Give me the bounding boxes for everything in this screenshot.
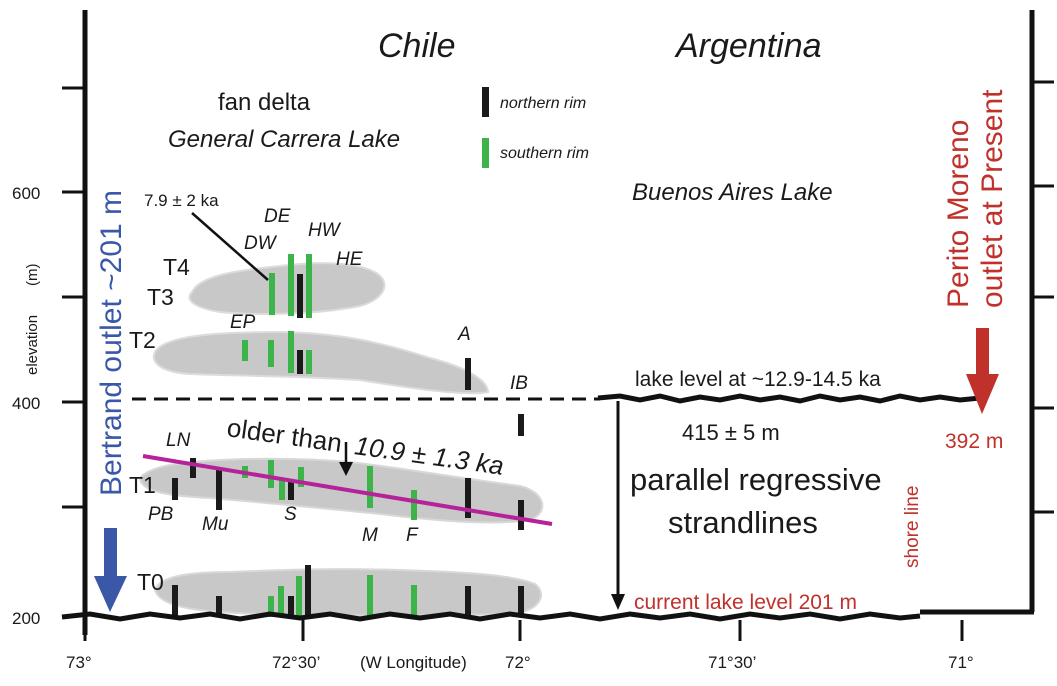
site-label-m: M: [362, 525, 378, 546]
x-tick-7230: 72°30’: [272, 653, 320, 672]
strandlines-line1: parallel regressive: [630, 462, 882, 497]
perito-moreno-line1: Perito Moreno: [942, 120, 975, 308]
bertrand-arrow-shaft: [104, 528, 117, 580]
region-argentina: Argentina: [674, 27, 822, 65]
rim-marker-ib: [518, 414, 524, 436]
rim-markers-t2: [242, 331, 471, 390]
site-label-hw: HW: [308, 220, 342, 241]
perito-arrow-shaft: [976, 328, 989, 378]
terrace-label-t0: T0: [137, 569, 164, 595]
rim-markers-t0: [172, 565, 524, 617]
elev-415-label: 415 ± 5 m: [682, 420, 780, 445]
terrace-t0-blob: [153, 568, 542, 617]
x-tick-73: 73°: [66, 653, 92, 672]
terrace-label-t1: T1: [129, 472, 156, 498]
site-label-de: DE: [264, 206, 291, 227]
bertrand-arrow-head: [94, 576, 127, 612]
drop-bracket-arrowhead: [611, 594, 625, 610]
region-chile: Chile: [378, 27, 455, 65]
current-lake-level-rough: [61, 611, 921, 622]
terrace-t3-t4-blob: [188, 262, 386, 315]
old-lake-level-rough: [597, 393, 981, 404]
legend-southern-swatch: [482, 138, 489, 168]
legend-northern-label: northern rim: [500, 95, 586, 112]
site-label-mu: Mu: [202, 514, 229, 535]
left-y-ticks: [62, 86, 85, 509]
shore-line-label: shore line: [902, 486, 923, 568]
site-label-a: A: [457, 324, 471, 345]
lake-label-buenos-aires: Buenos Aires Lake: [632, 179, 833, 206]
site-label-dw: DW: [244, 233, 278, 254]
x-ticks: [83, 620, 964, 641]
site-label-ep: EP: [230, 312, 256, 333]
bertrand-outlet-label: Bertrand outlet ~201 m: [95, 190, 128, 496]
x-tick-72: 72°: [505, 653, 531, 672]
y-tick-400: 400: [12, 394, 40, 413]
elev-392-label: 392 m: [945, 430, 1003, 453]
perito-arrow-head: [966, 374, 999, 414]
legend-southern-label: southern rim: [500, 145, 589, 162]
terrace-label-t3: T3: [147, 284, 174, 310]
right-y-ticks: [1032, 80, 1054, 514]
y-axis-label: elevation: [24, 315, 41, 375]
strandlines-line2: strandlines: [668, 505, 818, 540]
y-tick-200: 200: [12, 609, 40, 628]
site-label-ln: LN: [166, 430, 191, 451]
lake-label-general-carrera: General Carrera Lake: [168, 126, 400, 153]
site-label-s: S: [284, 504, 297, 525]
current-lake-level-label: current lake level 201 m: [634, 591, 857, 614]
x-tick-7130: 71°30’: [708, 653, 756, 672]
y-axis-unit: (m): [24, 264, 41, 287]
terrace-t2-blob: [152, 330, 490, 395]
y-tick-600: 600: [12, 184, 40, 203]
lake-label-fan-delta: fan delta: [218, 89, 311, 116]
old-lake-level-label: lake level at ~12.9-14.5 ka: [635, 368, 881, 391]
older-arrow-head: [339, 462, 353, 476]
site-label-pb: PB: [148, 504, 174, 525]
rim-markers-t3-t4: [269, 254, 312, 318]
age-t4-leader: [191, 212, 269, 281]
terrace-label-t4: T4: [163, 254, 190, 280]
site-label-he: HE: [336, 249, 363, 270]
terrace-label-t2: T2: [129, 327, 156, 353]
legend-northern-swatch: [482, 87, 489, 117]
perito-moreno-line2: outlet at Present: [976, 89, 1009, 308]
site-label-ib: IB: [510, 373, 528, 394]
site-label-f: F: [406, 525, 419, 546]
x-tick-71: 71°: [948, 653, 974, 672]
x-axis-label: (W Longitude): [360, 653, 467, 672]
age-t4-label: 7.9 ± 2 ka: [144, 191, 219, 210]
regression-line: [142, 454, 553, 526]
older-prefix: older than: [225, 412, 344, 458]
